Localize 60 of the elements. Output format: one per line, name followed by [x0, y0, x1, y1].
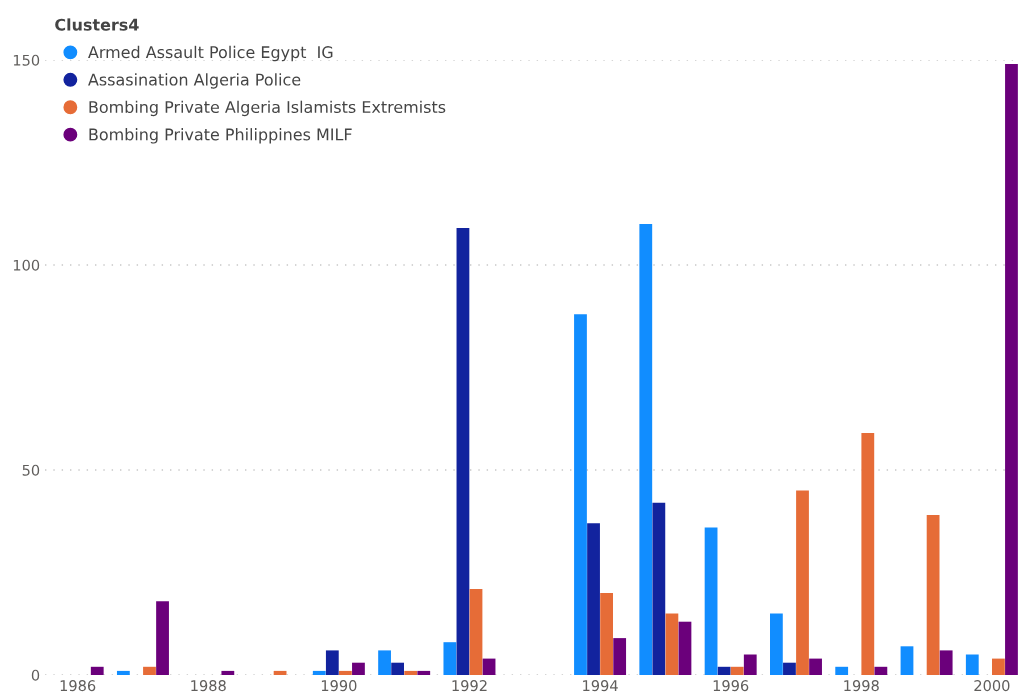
bar [939, 650, 953, 675]
y-tick-label: 50 [22, 464, 40, 476]
legend-label: Bombing Private Algeria Islamists Extremists [89, 100, 446, 117]
bar [665, 613, 679, 675]
bar [796, 490, 809, 675]
bar [482, 658, 496, 675]
bar [926, 515, 940, 675]
bar [456, 228, 470, 675]
bar [900, 646, 914, 675]
bar [417, 670, 431, 675]
legend-label: Bombing Private Philippines MILF [89, 128, 352, 144]
bar [835, 666, 849, 675]
bar [221, 670, 235, 675]
legend-label: Armed Assault Police Egypt IG [88, 45, 333, 62]
bar [874, 666, 888, 675]
bar [992, 658, 1005, 675]
bar [391, 662, 405, 675]
bar [574, 314, 587, 675]
bar [1005, 64, 1018, 675]
y-tick-label: 100 [13, 259, 40, 271]
bar [809, 658, 822, 675]
bar [378, 650, 391, 675]
x-tick-label: 1998 [844, 680, 879, 692]
x-tick-label: 1996 [713, 680, 749, 692]
bar [312, 670, 326, 675]
legend-label: Assasination Algeria Police [88, 73, 301, 89]
bar [743, 654, 757, 675]
x-tick-label: 2000 [974, 680, 1010, 692]
y-tick-label: 150 [13, 54, 40, 66]
bar [613, 638, 627, 675]
bar [156, 601, 169, 675]
bar [652, 502, 666, 675]
bar [90, 666, 104, 675]
bar [143, 666, 156, 675]
bar [639, 224, 653, 675]
bar [769, 613, 783, 675]
bar [717, 666, 731, 675]
bar [587, 523, 600, 675]
x-tick-label: 1994 [583, 680, 618, 692]
bar [404, 670, 418, 675]
x-tick-label: 1986 [60, 680, 96, 692]
bar [600, 593, 613, 675]
bar [469, 588, 483, 675]
bar [678, 621, 692, 675]
legend-title: Clusters4 [55, 18, 139, 31]
bar [861, 433, 875, 675]
x-tick-label: 1988 [191, 680, 226, 692]
x-tick-label: 1992 [452, 680, 487, 692]
bar [273, 670, 287, 675]
bar [338, 670, 352, 675]
y-tick-label: 0 [31, 669, 40, 681]
bar [116, 670, 130, 675]
bar [352, 662, 365, 675]
bar [730, 666, 744, 675]
x-tick-label: 1990 [321, 680, 357, 692]
bar [443, 642, 457, 675]
bar [965, 654, 979, 675]
bar [783, 662, 796, 675]
bar [325, 650, 339, 675]
bar [704, 527, 718, 675]
